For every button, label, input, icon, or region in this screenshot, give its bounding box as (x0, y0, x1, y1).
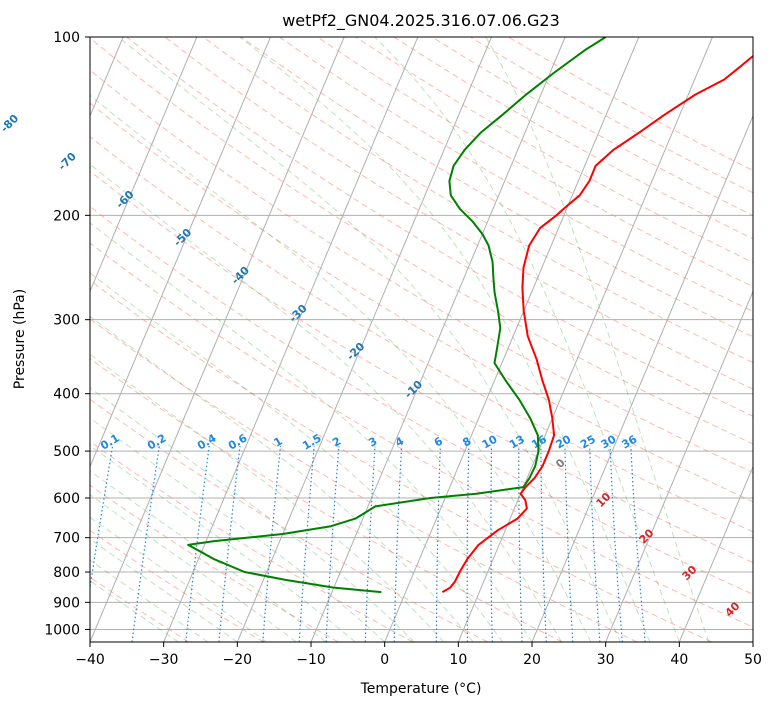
y-axis: 100 200 300 400 500 600 700 800 900 1000 (44, 30, 90, 638)
x-axis-label: Temperature (°C) (360, 681, 482, 697)
mixing-ratio-line (185, 445, 210, 642)
isotherm-line (457, 37, 713, 642)
isotherm-line (605, 289, 753, 642)
dry-adiabat-line (90, 279, 712, 642)
dewpoint-line (187, 37, 607, 594)
dry-adiabat-line (90, 69, 753, 474)
moist-adiabat-line (374, 37, 680, 642)
x-tick-label: 30 (597, 652, 615, 668)
moist-adiabat-line (90, 559, 209, 642)
isotherm-label: -80 (0, 112, 21, 135)
moist-adiabat-line (90, 315, 474, 642)
profiles (187, 37, 753, 594)
mixing-ratio-line (490, 445, 493, 642)
x-tick-label: −20 (223, 652, 253, 668)
mixing-ratio-line (131, 445, 160, 642)
moist-adiabat-line (239, 37, 651, 642)
moist-adiabat-line (90, 353, 444, 642)
dry-adiabat-line (90, 242, 753, 628)
moist-adiabat-line (90, 470, 327, 642)
dry-adiabat-line (90, 529, 264, 642)
moist-adiabat-line (485, 37, 710, 642)
mixing-ratio-line (218, 445, 241, 642)
dry-adiabat-line (126, 37, 753, 417)
moist-adiabat-line (90, 494, 297, 642)
moist-adiabat-line (90, 222, 533, 642)
mixing-ratio-line (540, 445, 547, 642)
mixing-ratio-line (609, 445, 623, 642)
x-tick-label: −30 (149, 652, 179, 668)
y-tick-label: 700 (53, 531, 80, 547)
x-tick-label: 50 (744, 652, 762, 668)
mixing-ratio-line (630, 445, 646, 642)
isotherm-line (752, 640, 753, 642)
dry-adiabat-line (90, 37, 753, 445)
x-tick-label: 0 (380, 652, 389, 668)
moist-adiabat-line (90, 516, 268, 642)
isotherm-line (310, 37, 566, 642)
mixing-ratio-line (262, 445, 282, 642)
background-lines (90, 37, 753, 642)
mixing-ratio-line (589, 445, 601, 642)
moist-adiabat-line (90, 538, 238, 642)
moist-adiabat-line (90, 387, 415, 642)
dry-adiabat-line (90, 357, 563, 642)
dry-adiabat-line (240, 37, 753, 338)
x-tick-label: 10 (449, 652, 467, 668)
moist-adiabat-line (90, 417, 386, 642)
mixing-ratio-line (298, 445, 315, 642)
temperature-line (441, 54, 753, 593)
mixing-ratio-line (564, 445, 574, 642)
moist-adiabat-line (90, 94, 592, 642)
dry-adiabat-line (202, 37, 753, 364)
y-tick-label: 100 (53, 30, 80, 46)
isotherm-line (236, 37, 492, 642)
x-axis: −40 −30 −20 −10 0 10 20 30 40 50 (75, 642, 762, 668)
isotherm-line (384, 37, 640, 642)
moist-adiabat-line (90, 163, 562, 642)
mixing-ratio-line (364, 445, 376, 642)
chart-title: wetPf2_GN04.2025.316.07.06.G23 (282, 11, 560, 31)
moist-adiabat-line (90, 272, 503, 642)
isotherm-line (531, 114, 753, 642)
dry-adiabat-line (90, 102, 753, 503)
isotherm-line (90, 37, 198, 293)
y-tick-label: 500 (53, 444, 80, 460)
mixing-ratio-line (90, 445, 114, 592)
isotherm-line (90, 37, 345, 642)
mixing-ratio-line (325, 445, 340, 642)
y-tick-label: 200 (53, 208, 80, 224)
moist-adiabat-line (118, 37, 621, 642)
y-tick-label: 300 (53, 313, 80, 329)
isotherm-line (90, 37, 271, 468)
isotherm-line (678, 465, 753, 642)
x-tick-label: 20 (523, 652, 541, 668)
dry-adiabat-line (90, 136, 753, 533)
plot-frame (89, 36, 754, 643)
x-tick-label: −40 (75, 652, 105, 668)
x-tick-label: −10 (296, 652, 326, 668)
y-axis-label: Pressure (hPa) (12, 289, 28, 389)
plot-background (90, 37, 753, 642)
y-tick-label: 400 (53, 387, 80, 403)
isotherm-line (163, 37, 419, 642)
dry-adiabat-line (90, 398, 488, 642)
mixing-ratio-line (435, 445, 441, 642)
mixing-ratio-line (393, 445, 403, 642)
isotherm-label: -70 (56, 150, 79, 173)
y-tick-label: 800 (53, 565, 80, 581)
dry-adiabat-line (90, 205, 753, 595)
dry-adiabat-line (90, 484, 339, 642)
x-tick-label: 40 (670, 652, 688, 668)
mixing-ratio-line (466, 445, 470, 642)
y-tick-label: 600 (53, 491, 80, 507)
y-tick-label: 900 (53, 595, 80, 611)
dry-adiabat-line (90, 318, 638, 642)
y-tick-label: 1000 (44, 622, 80, 638)
moist-adiabat-line (90, 580, 179, 642)
mixing-ratio-line (518, 445, 523, 642)
